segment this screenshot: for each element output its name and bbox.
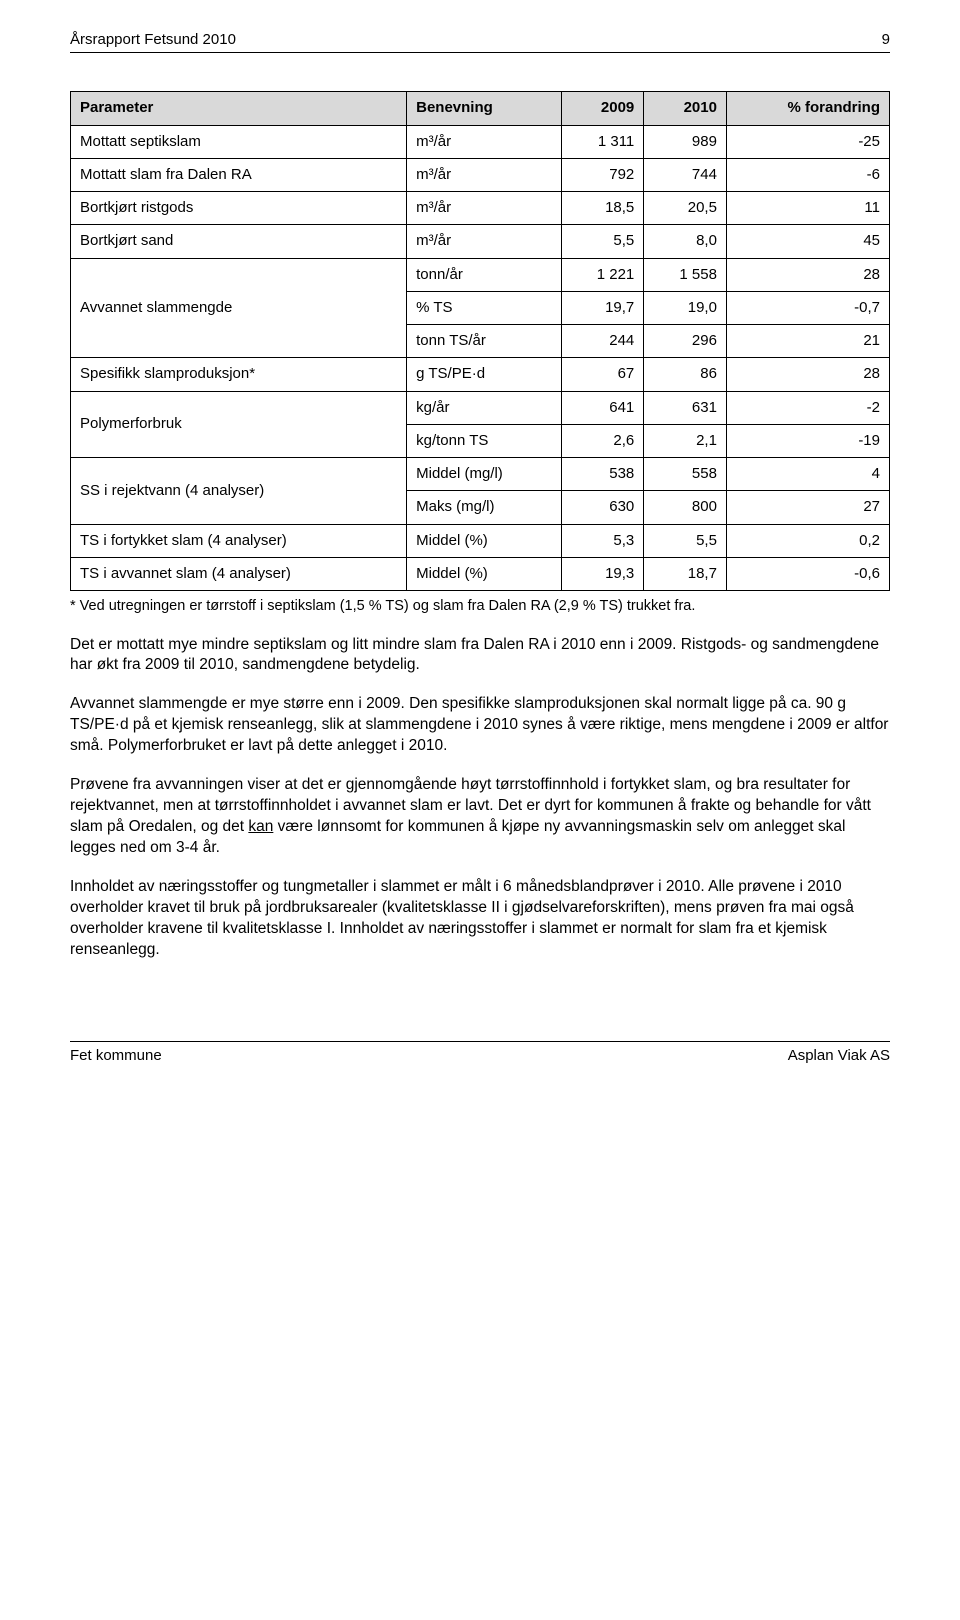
cell-unit: tonn TS/år: [407, 325, 562, 358]
cell-value: 21: [726, 325, 889, 358]
cell-value: 989: [644, 125, 727, 158]
cell-value: 2,6: [561, 424, 644, 457]
cell-unit: Maks (mg/l): [407, 491, 562, 524]
col-2010: 2010: [644, 92, 727, 125]
cell-value: 19,7: [561, 291, 644, 324]
body-paragraph: Det er mottatt mye mindre septikslam og …: [70, 635, 890, 677]
table-row: Avvannet slammengdetonn/år1 2211 55828: [71, 258, 890, 291]
table-footnote: * Ved utregningen er tørrstoff i septiks…: [70, 597, 890, 617]
footer-right: Asplan Viak AS: [788, 1046, 890, 1066]
table-row: Spesifikk slamproduksjon*g TS/PE·d678628: [71, 358, 890, 391]
table-row: TS i fortykket slam (4 analyser)Middel (…: [71, 524, 890, 557]
page-container: Årsrapport Fetsund 2010 9 Parameter Bene…: [0, 0, 960, 1106]
col-parameter: Parameter: [71, 92, 407, 125]
cell-value: -6: [726, 158, 889, 191]
cell-value: 19,3: [561, 557, 644, 590]
col-forandring: % forandring: [726, 92, 889, 125]
cell-value: -2: [726, 391, 889, 424]
underlined-word: kan: [248, 818, 273, 835]
cell-param: TS i fortykket slam (4 analyser): [71, 524, 407, 557]
cell-unit: tonn/år: [407, 258, 562, 291]
cell-value: 641: [561, 391, 644, 424]
cell-value: 4: [726, 458, 889, 491]
cell-param: Spesifikk slamproduksjon*: [71, 358, 407, 391]
cell-value: 0,2: [726, 524, 889, 557]
cell-value: 20,5: [644, 192, 727, 225]
table-row: Mottatt septikslamm³/år1 311989-25: [71, 125, 890, 158]
cell-value: 630: [561, 491, 644, 524]
table-row: TS i avvannet slam (4 analyser)Middel (%…: [71, 557, 890, 590]
cell-value: 631: [644, 391, 727, 424]
cell-value: -0,7: [726, 291, 889, 324]
cell-param: Bortkjørt ristgods: [71, 192, 407, 225]
cell-value: 744: [644, 158, 727, 191]
cell-value: 19,0: [644, 291, 727, 324]
cell-value: 86: [644, 358, 727, 391]
cell-value: 45: [726, 225, 889, 258]
cell-unit: % TS: [407, 291, 562, 324]
cell-unit: m³/år: [407, 158, 562, 191]
cell-value: 67: [561, 358, 644, 391]
cell-unit: Middel (%): [407, 524, 562, 557]
cell-value: 5,5: [644, 524, 727, 557]
table-row: SS i rejektvann (4 analyser)Middel (mg/l…: [71, 458, 890, 491]
table-body: Mottatt septikslamm³/år1 311989-25Mottat…: [71, 125, 890, 591]
cell-value: 28: [726, 358, 889, 391]
cell-value: 1 558: [644, 258, 727, 291]
cell-value: 558: [644, 458, 727, 491]
col-2009: 2009: [561, 92, 644, 125]
cell-value: 1 221: [561, 258, 644, 291]
page-header: Årsrapport Fetsund 2010 9: [70, 30, 890, 53]
cell-value: 18,7: [644, 557, 727, 590]
cell-param: SS i rejektvann (4 analyser): [71, 458, 407, 525]
cell-value: 538: [561, 458, 644, 491]
cell-unit: m³/år: [407, 125, 562, 158]
cell-unit: Middel (mg/l): [407, 458, 562, 491]
cell-unit: kg/tonn TS: [407, 424, 562, 457]
cell-value: -25: [726, 125, 889, 158]
cell-value: -19: [726, 424, 889, 457]
page-footer: Fet kommune Asplan Viak AS: [70, 1041, 890, 1066]
cell-unit: Middel (%): [407, 557, 562, 590]
cell-unit: m³/år: [407, 225, 562, 258]
cell-value: 8,0: [644, 225, 727, 258]
body-paragraph: Avvannet slammengde er mye større enn i …: [70, 694, 890, 757]
table-header-row: Parameter Benevning 2009 2010 % forandri…: [71, 92, 890, 125]
cell-value: 296: [644, 325, 727, 358]
table-row: Bortkjørt sandm³/år5,58,045: [71, 225, 890, 258]
cell-value: 244: [561, 325, 644, 358]
cell-param: Polymerforbruk: [71, 391, 407, 458]
table-row: Bortkjørt ristgodsm³/år18,520,511: [71, 192, 890, 225]
cell-unit: m³/år: [407, 192, 562, 225]
table-row: Polymerforbrukkg/år641631-2: [71, 391, 890, 424]
cell-value: 27: [726, 491, 889, 524]
header-left: Årsrapport Fetsund 2010: [70, 30, 236, 50]
header-page-number: 9: [882, 30, 890, 50]
cell-value: 5,3: [561, 524, 644, 557]
cell-param: Avvannet slammengde: [71, 258, 407, 358]
cell-unit: kg/år: [407, 391, 562, 424]
body-paragraph: Prøvene fra avvanningen viser at det er …: [70, 775, 890, 859]
cell-value: 11: [726, 192, 889, 225]
cell-value: 18,5: [561, 192, 644, 225]
cell-value: 28: [726, 258, 889, 291]
cell-value: 800: [644, 491, 727, 524]
footer-left: Fet kommune: [70, 1046, 162, 1066]
col-benevning: Benevning: [407, 92, 562, 125]
table-row: Mottatt slam fra Dalen RAm³/år792744-6: [71, 158, 890, 191]
body-paragraph: Innholdet av næringsstoffer og tungmetal…: [70, 877, 890, 961]
slam-table: Parameter Benevning 2009 2010 % forandri…: [70, 91, 890, 591]
cell-param: Mottatt slam fra Dalen RA: [71, 158, 407, 191]
cell-value: 5,5: [561, 225, 644, 258]
cell-value: 1 311: [561, 125, 644, 158]
cell-value: 2,1: [644, 424, 727, 457]
cell-param: Mottatt septikslam: [71, 125, 407, 158]
cell-unit: g TS/PE·d: [407, 358, 562, 391]
cell-param: Bortkjørt sand: [71, 225, 407, 258]
cell-param: TS i avvannet slam (4 analyser): [71, 557, 407, 590]
cell-value: 792: [561, 158, 644, 191]
cell-value: -0,6: [726, 557, 889, 590]
